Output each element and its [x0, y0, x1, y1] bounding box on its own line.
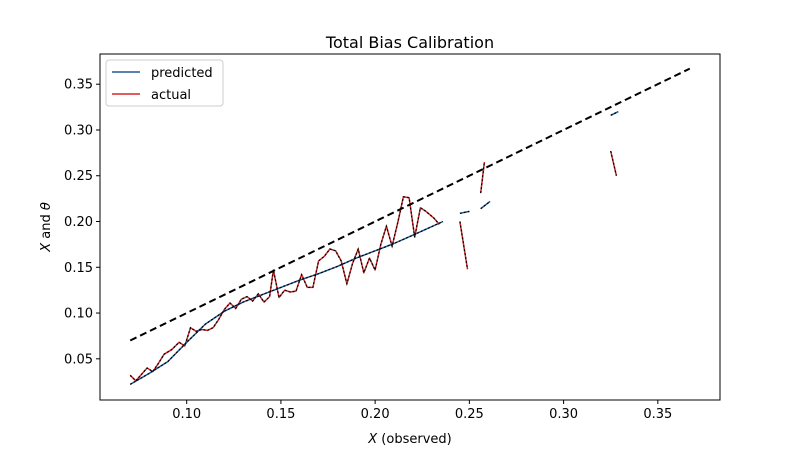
x-axis: 0.10 0.15 0.20 0.25 0.30 0.35	[172, 400, 672, 422]
x-axis-label: X (observed)	[367, 432, 451, 447]
actual-overlay-segment-0	[129, 196, 440, 382]
actual-overlay-segment-1	[459, 221, 469, 270]
x-tick-label: 0.25	[455, 407, 484, 422]
y-tick-label: 0.25	[64, 169, 93, 184]
x-tick-label: 0.10	[172, 407, 201, 422]
chart-title: Total Bias Calibration	[325, 33, 494, 52]
actual-overlay-segment-3	[610, 150, 617, 176]
y-tick-label: 0.35	[64, 78, 93, 93]
legend: predicted actual	[105, 59, 224, 107]
identity-dashed-line	[129, 67, 691, 342]
y-axis-label: X and θ	[39, 202, 54, 253]
plot-frame	[99, 53, 721, 401]
plot-area	[129, 67, 691, 386]
predicted-overlay-segment-0	[129, 220, 444, 385]
y-tick-label: 0.10	[64, 307, 93, 322]
y-tick-label: 0.20	[64, 215, 93, 230]
predicted-overlay-segment-3	[610, 111, 619, 116]
y-tick-label: 0.05	[64, 352, 93, 367]
x-tick-label: 0.20	[361, 407, 390, 422]
x-tick-label: 0.30	[549, 407, 578, 422]
actual-overlay-segment-2	[480, 161, 485, 194]
y-tick-label: 0.30	[64, 123, 93, 138]
x-tick-label: 0.35	[643, 407, 672, 422]
y-axis: 0.05 0.10 0.15 0.20 0.25 0.30 0.35	[64, 78, 100, 367]
predicted-overlay-segment-2	[480, 200, 491, 210]
legend-actual-label: actual	[151, 88, 191, 103]
x-tick-label: 0.15	[266, 407, 295, 422]
y-tick-label: 0.15	[64, 261, 93, 276]
predicted-overlay-segment-1	[459, 210, 470, 214]
legend-predicted-label: predicted	[151, 66, 213, 81]
